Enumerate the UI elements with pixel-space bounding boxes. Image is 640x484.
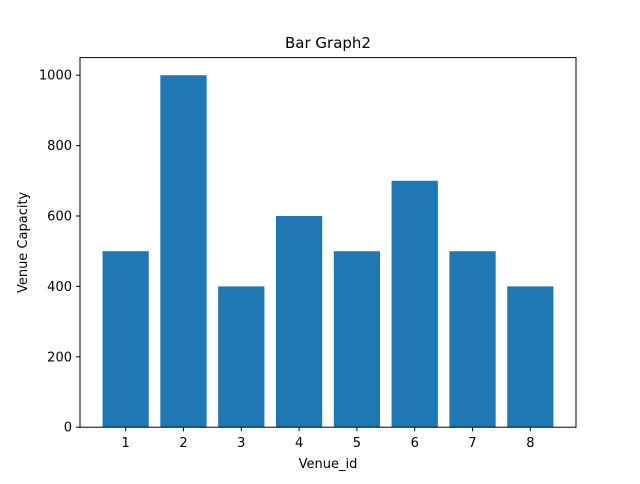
y-tick-label-200: 200: [47, 350, 72, 365]
bar-6: [391, 180, 438, 428]
x-tick-label-7: 7: [468, 436, 476, 451]
plot-area-frame: [79, 57, 577, 428]
bar-3: [218, 286, 265, 428]
x-tick-label-6: 6: [411, 436, 419, 451]
y-tick-label-1000: 1000: [39, 69, 72, 84]
x-tick-label-1: 1: [122, 436, 130, 451]
y-tick-label-400: 400: [47, 280, 72, 295]
bar-1: [102, 251, 149, 428]
chart-title: Bar Graph2: [285, 34, 371, 52]
x-axis-label: Venue_id: [299, 457, 358, 472]
y-tick-label-0: 0: [64, 421, 72, 436]
bar-5: [333, 251, 381, 428]
y-axis-label: Venue Capacity: [16, 191, 31, 293]
x-tick-label-5: 5: [353, 436, 361, 451]
y-tick-label-600: 600: [47, 210, 72, 225]
bar-8: [507, 286, 554, 428]
bar-4: [275, 216, 323, 428]
x-tick-label-3: 3: [237, 436, 245, 451]
y-tick-label-800: 800: [47, 139, 72, 154]
y-axis-ticks: 0 200 400 600 800 1000: [39, 69, 80, 436]
bars-layer: [102, 75, 554, 428]
x-tick-label-4: 4: [295, 436, 303, 451]
bar-7: [449, 251, 496, 428]
bar-2: [160, 75, 207, 428]
x-axis-ticks: 1 2 3 4 5 6 7 8: [122, 427, 534, 451]
x-tick-label-2: 2: [179, 436, 187, 451]
x-tick-label-8: 8: [526, 436, 534, 451]
